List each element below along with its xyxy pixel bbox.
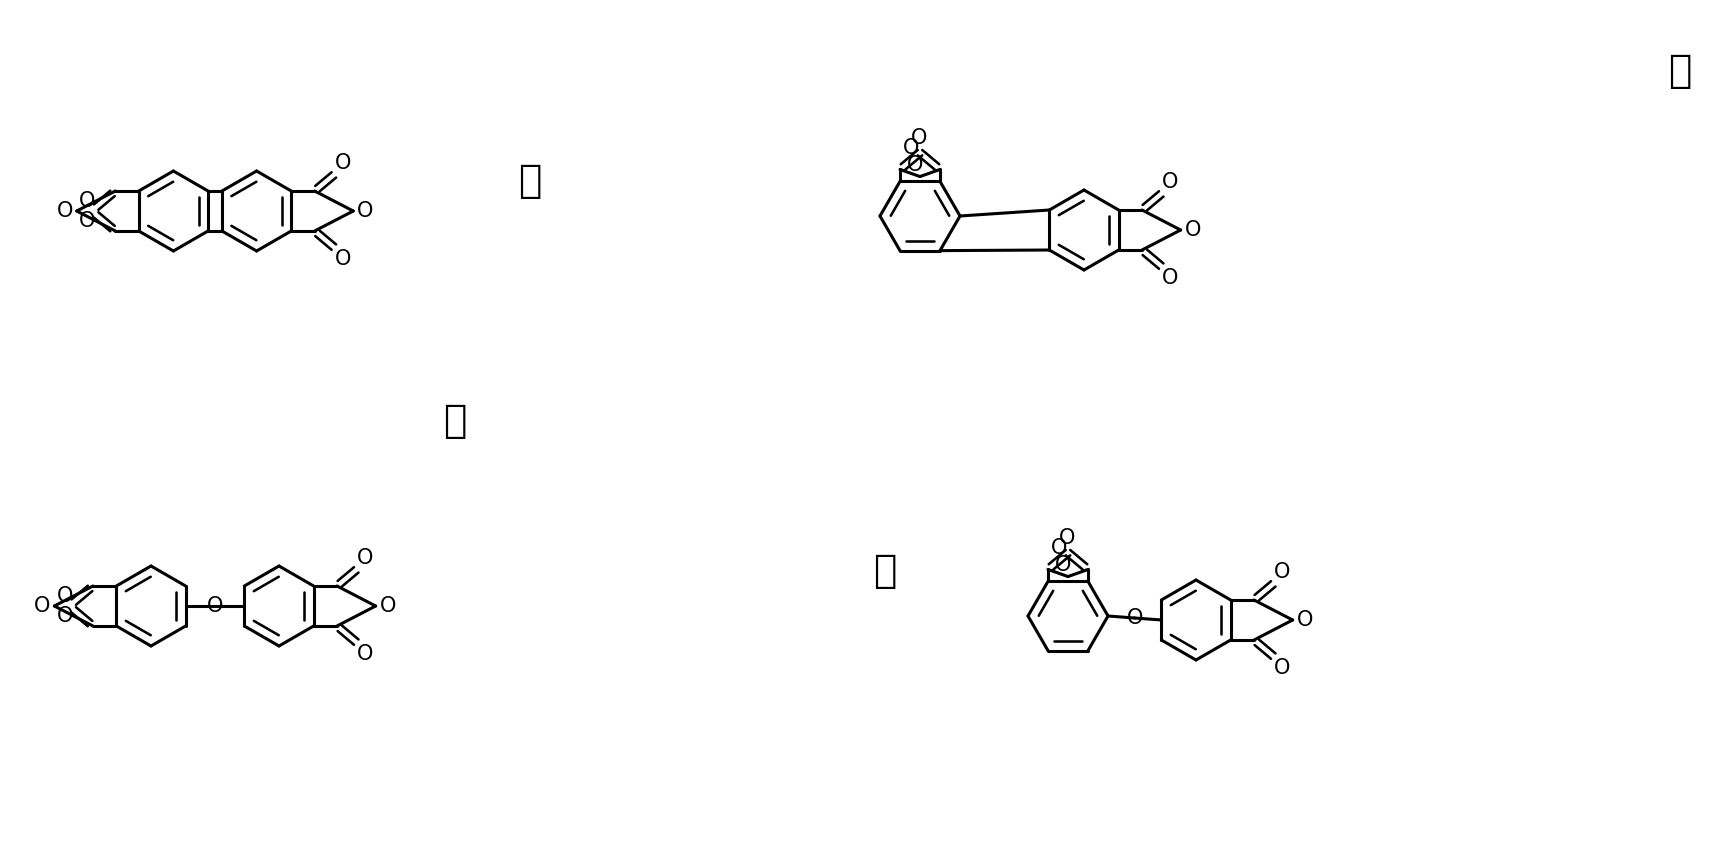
Text: O: O — [335, 248, 351, 268]
Text: O: O — [1055, 554, 1071, 574]
Text: O: O — [206, 596, 223, 616]
Text: O: O — [358, 201, 373, 221]
Text: O: O — [1184, 220, 1202, 240]
Text: O: O — [335, 154, 351, 173]
Text: O: O — [908, 155, 923, 175]
Text: ；: ； — [1669, 52, 1691, 90]
Text: O: O — [1059, 528, 1074, 548]
Text: O: O — [57, 585, 74, 606]
Text: O: O — [34, 596, 50, 616]
Text: O: O — [1162, 172, 1178, 193]
Text: O: O — [911, 128, 927, 148]
Text: O: O — [1162, 267, 1178, 288]
Text: ，: ， — [873, 552, 897, 590]
Text: O: O — [57, 606, 74, 627]
Text: O: O — [1274, 658, 1291, 678]
Text: O: O — [1296, 610, 1313, 630]
Text: O: O — [1274, 563, 1291, 583]
Text: O: O — [57, 201, 72, 221]
Text: O: O — [1126, 608, 1143, 628]
Text: O: O — [79, 211, 96, 231]
Text: O: O — [902, 138, 920, 158]
Text: ，: ， — [444, 402, 466, 440]
Text: 或: 或 — [519, 162, 541, 200]
Text: O: O — [1050, 538, 1067, 558]
Text: O: O — [358, 548, 373, 569]
Text: O: O — [380, 596, 395, 616]
Text: O: O — [79, 191, 96, 210]
Text: O: O — [358, 643, 373, 664]
